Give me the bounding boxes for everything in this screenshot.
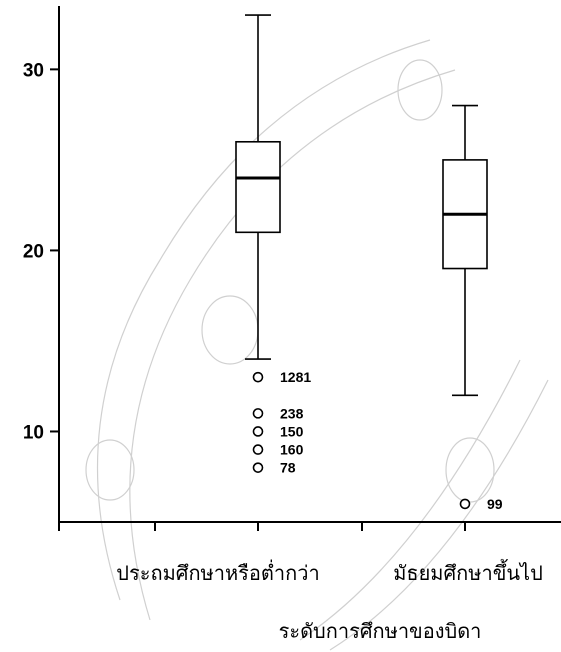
outlier-point [252, 462, 264, 473]
outlier-point [252, 371, 264, 383]
outlier-label: 238 [280, 405, 304, 421]
x-category-label: ประถมศึกษาหรือต่ำกว่า [116, 559, 319, 585]
y-axis-ticks: 10 20 30 [23, 60, 59, 443]
outlier-point [459, 498, 471, 510]
outlier-label: 160 [280, 442, 304, 458]
y-tick-label: 10 [23, 422, 44, 443]
boxplot-series: 1281 238 150 160 78 99 [235, 14, 503, 512]
watermark-seal [85, 39, 549, 651]
outlier-label: 1281 [280, 369, 311, 385]
box-group: 1281 238 150 160 78 [235, 14, 311, 476]
outlier-point [252, 444, 264, 455]
x-axis-ticks: ประถมศึกษาหรือต่ำกว่า มัธยมศึกษาขึ้นไป [58, 522, 543, 585]
outlier-label: 99 [487, 496, 503, 512]
outlier-point [252, 426, 264, 437]
outlier-point [252, 408, 264, 419]
iqr-box [235, 140, 281, 234]
box-group: 99 [442, 104, 503, 512]
outlier-label: 150 [280, 423, 304, 439]
y-tick-label: 20 [23, 241, 44, 262]
y-tick-label: 30 [23, 60, 44, 81]
x-axis-title: ระดับการศึกษาของบิดา [279, 619, 482, 643]
x-category-label: มัธยมศึกษาขึ้นไป [393, 559, 543, 585]
outlier-label: 78 [280, 460, 296, 476]
